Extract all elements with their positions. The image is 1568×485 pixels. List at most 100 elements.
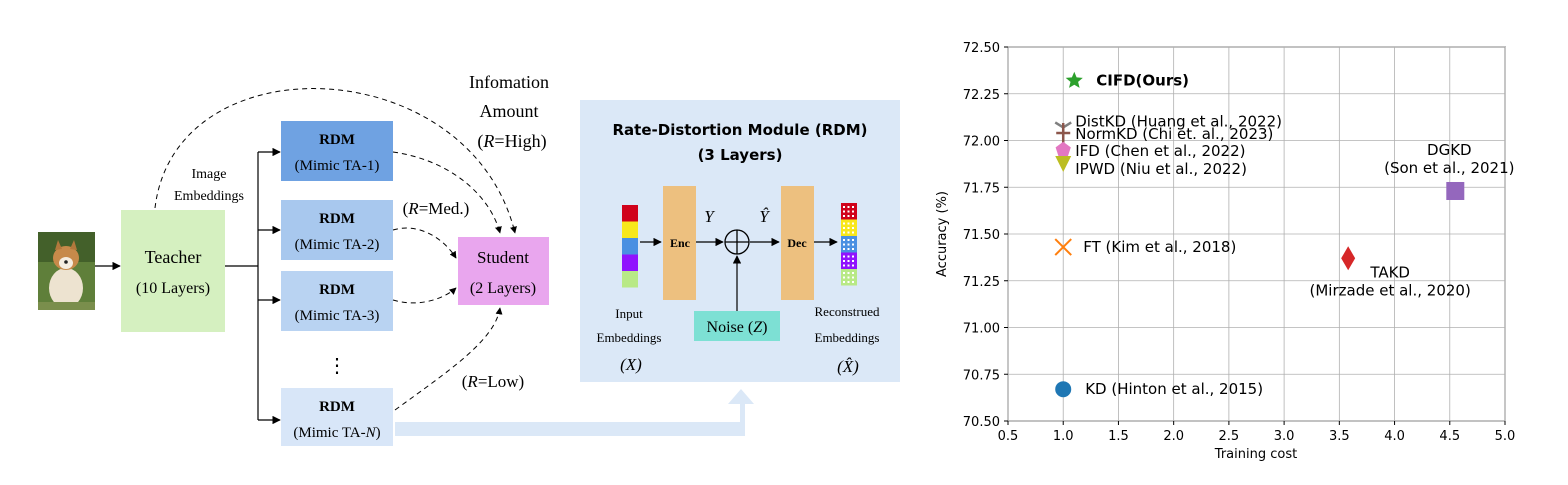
input-embedding-cell xyxy=(622,205,638,222)
data-label: IPWD (Niu et al., 2022) xyxy=(1075,160,1247,178)
r-med-label: (R=Med.) xyxy=(403,199,470,218)
rdm-node-2-subtitle: (Mimic TA-2) xyxy=(295,237,380,253)
recon-noise-dot xyxy=(852,264,854,267)
teacher-to-student-path xyxy=(154,88,517,234)
input-label-2: Embeddings xyxy=(597,330,662,345)
rdm-panel: Rate-Distortion Module (RDM) (3 Layers) … xyxy=(580,100,900,382)
recon-noise-dot xyxy=(847,215,850,217)
y-tick-label: 70.50 xyxy=(963,415,1000,430)
recon-noise-dot xyxy=(852,243,854,246)
info-amount-high: (R=High) xyxy=(477,131,546,152)
input-embeddings-stack xyxy=(622,205,638,288)
recon-var: (X̂) xyxy=(837,357,859,376)
encoder-label: Enc xyxy=(670,236,691,250)
decoder-box xyxy=(781,186,814,300)
recon-noise-dot xyxy=(847,222,850,225)
x-tick-label: 3.5 xyxy=(1329,429,1350,444)
accuracy-vs-cost-chart: 0.5 1.0 1.5 2.0 2.5 3.0 3.5 4.0 4.5 5.0 70.50 70.7… xyxy=(935,41,1515,462)
data-point: TAKD (Mirzade et al., 2020) xyxy=(1310,246,1471,299)
x-axis-label: Training cost xyxy=(1214,447,1297,462)
student-subtitle: (2 Layers) xyxy=(470,280,536,297)
recon-noise-dot xyxy=(843,210,845,213)
y-tick-label: 71.75 xyxy=(963,181,1000,196)
decoder-label: Dec xyxy=(787,236,807,250)
input-label-1: Input xyxy=(615,306,643,321)
data-label: DistKD (Huang et al., 2022) xyxy=(1075,112,1282,130)
recon-noise-dot xyxy=(852,281,854,283)
recon-noise-dot xyxy=(847,210,850,213)
recon-label-1: Reconstrued xyxy=(815,304,880,319)
dog-photo xyxy=(38,232,95,310)
recon-noise-dot xyxy=(847,260,850,262)
diamond-marker xyxy=(1341,246,1356,271)
r-low-label: (R=Low) xyxy=(462,372,524,391)
encoder-box xyxy=(663,186,696,300)
input-embedding-cell xyxy=(622,221,638,238)
data-label: NormKD (Chi et. al., 2023) xyxy=(1075,125,1273,143)
x-tick-label: 2.5 xyxy=(1219,429,1240,444)
image-embeddings-label: Image Embeddings xyxy=(174,167,244,204)
info-amount-line1: Infomation xyxy=(469,72,549,92)
recon-noise-dot xyxy=(843,206,845,208)
pentagon-marker xyxy=(1055,141,1071,157)
recon-noise-dot xyxy=(847,243,850,246)
x-tick-label: 4.5 xyxy=(1439,429,1460,444)
distillation-paths xyxy=(154,88,517,411)
recon-noise-dot xyxy=(847,281,850,283)
rdm2-to-student-path xyxy=(392,227,457,259)
recon-noise-dot xyxy=(843,231,845,234)
triangle_down-marker xyxy=(1055,155,1072,172)
rdm-ellipsis: ⋮ xyxy=(327,355,347,377)
input-embedding-cell xyxy=(622,254,638,271)
data-points: CIFD(Ours) DistKD (Huang et al., 2022)Nor… xyxy=(1054,72,1515,398)
y-tick-label: 72.00 xyxy=(963,135,1000,150)
recon-noise-dot xyxy=(843,260,845,262)
recon-noise-dot xyxy=(843,248,845,250)
recon-noise-dot xyxy=(847,264,850,267)
y-ticks: 70.50 70.75 71.00 71.25 71.50 71.75 72.00 72.25… xyxy=(963,41,1008,430)
left-diagram: Teacher (10 Layers) Image Embeddings RDM … xyxy=(38,72,754,446)
recon-noise-dot xyxy=(847,272,850,274)
noise-box xyxy=(694,311,780,341)
data-label: DGKD (Son et al., 2021) xyxy=(1384,141,1514,177)
noise-label: Noise (Z) xyxy=(707,319,768,336)
x-tick-label: 1.0 xyxy=(1053,429,1074,444)
recon-noise-dot xyxy=(852,276,854,279)
y-tick-label: 71.25 xyxy=(963,275,1000,290)
y-tick-label: 71.50 xyxy=(963,228,1000,243)
y-tick-label: 72.50 xyxy=(963,41,1000,56)
x-ticks: 0.5 1.0 1.5 2.0 2.5 3.0 3.5 4.0 4.5 5.0 xyxy=(998,421,1515,444)
recon-noise-dot xyxy=(852,206,854,208)
y-hat-label: Ŷ xyxy=(759,207,770,226)
x-marker xyxy=(1054,238,1072,256)
y-tick-label: 71.00 xyxy=(963,322,1000,337)
rdm-node-2: RDM (Mimic TA-2) xyxy=(281,200,393,260)
input-embedding-cell xyxy=(622,238,638,255)
rdm-node-1-title: RDM xyxy=(319,132,355,148)
recon-noise-dot xyxy=(843,215,845,217)
recon-noise-dot xyxy=(847,227,850,229)
rdm-node-n-title: RDM xyxy=(319,399,355,415)
data-point: FT (Kim et al., 2018) xyxy=(1054,238,1236,256)
x-tick-label: 1.5 xyxy=(1108,429,1129,444)
recon-noise-dot xyxy=(843,276,845,279)
teacher-box xyxy=(121,210,225,332)
input-var: (X) xyxy=(620,355,642,374)
rdm-node-1: RDM (Mimic TA-1) xyxy=(281,121,393,181)
data-point: IFD (Chen et al., 2022) xyxy=(1055,141,1246,160)
circle-marker xyxy=(1055,381,1072,398)
rdm1-to-student-path xyxy=(392,151,502,234)
rdm-node-n: RDM (Mimic TA-N) xyxy=(281,388,393,446)
rdmn-to-student-path xyxy=(394,307,503,411)
recon-noise-dot xyxy=(852,222,854,225)
recon-noise-dot xyxy=(852,255,854,258)
tri_down-marker xyxy=(1054,121,1064,129)
recon-noise-dot xyxy=(852,239,854,241)
x-tick-label: 0.5 xyxy=(998,429,1019,444)
recon-noise-dot xyxy=(852,272,854,274)
recon-noise-dot xyxy=(843,272,845,274)
y-tick-label: 70.75 xyxy=(963,368,1000,383)
rdm-node-1-subtitle: (Mimic TA-1) xyxy=(295,158,380,174)
x-tick-label: 4.0 xyxy=(1384,429,1405,444)
